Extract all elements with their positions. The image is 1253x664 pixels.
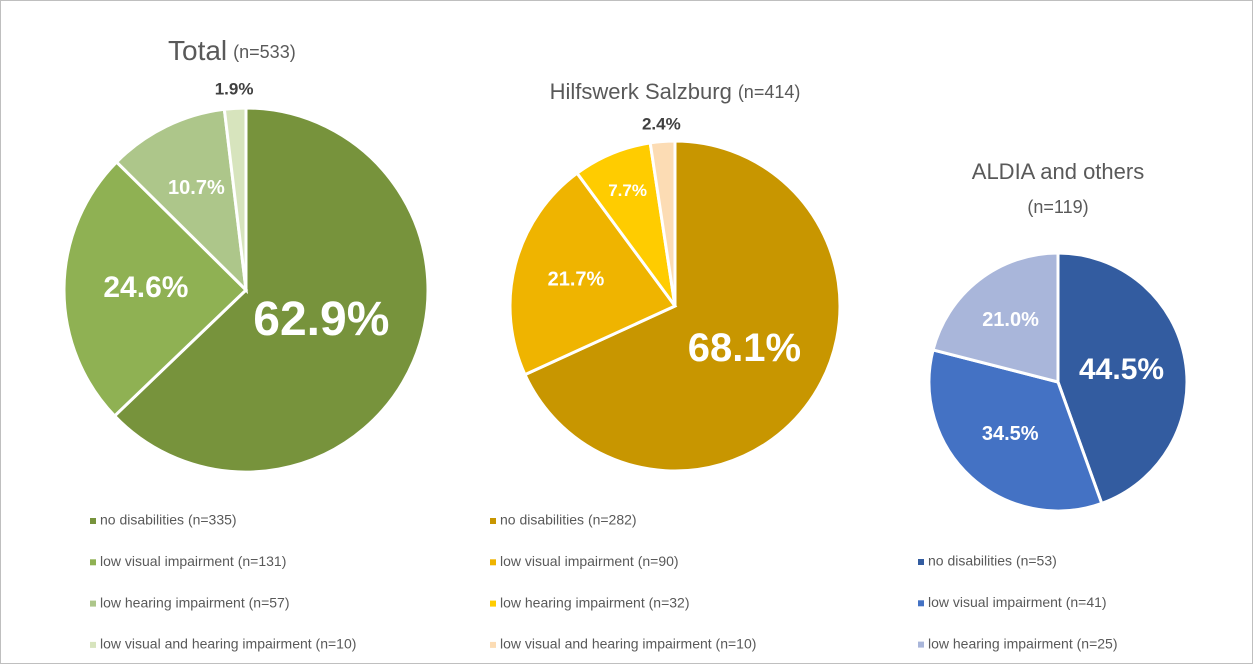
legend-swatch	[918, 641, 924, 648]
legend-label: low hearing impairment (n=32)	[500, 594, 689, 610]
data-label: 1.9%	[215, 80, 254, 99]
pie-slice	[927, 348, 1104, 513]
pie-slice	[114, 107, 249, 295]
data-label: 34.5%	[982, 423, 1039, 445]
legend-label: no disabilities (n=282)	[500, 512, 637, 528]
data-label: 44.5%	[1079, 353, 1164, 386]
data-label: 24.6%	[103, 271, 188, 304]
pie-slice	[522, 139, 842, 473]
legend-label: no disabilities (n=53)	[928, 553, 1057, 569]
pie-slice	[112, 106, 430, 474]
title-sub: (n=533)	[233, 42, 296, 62]
title-main: Total	[168, 35, 227, 66]
data-label: 10.7%	[168, 177, 225, 199]
pie-slice	[931, 251, 1060, 384]
legend-label: low visual and hearing impairment (n=10)	[100, 636, 356, 652]
chart-title: Hilfswerk Salzburg (n=414)	[550, 79, 801, 104]
pie-slice	[648, 139, 677, 307]
pie-slice	[62, 159, 249, 419]
legend-swatch	[90, 600, 96, 607]
legend-swatch	[918, 559, 924, 565]
title-sub: (n=414)	[738, 82, 801, 102]
legend-swatch	[490, 600, 496, 607]
pie-slice	[1056, 251, 1189, 506]
legend-swatch	[90, 518, 96, 524]
data-label: 68.1%	[688, 326, 801, 370]
data-label: 21.0%	[982, 309, 1039, 331]
legend-label: low visual impairment (n=131)	[100, 553, 286, 569]
legend-label: low hearing impairment (n=25)	[928, 635, 1117, 651]
legend-swatch	[90, 559, 96, 566]
pie-slice	[508, 171, 678, 377]
data-label: 62.9%	[253, 293, 389, 346]
title-main: Hilfswerk Salzburg	[550, 79, 732, 104]
legend-label: low visual impairment (n=41)	[928, 594, 1107, 610]
legend-swatch	[490, 559, 496, 566]
legend-swatch	[490, 518, 496, 524]
legend-label: low visual impairment (n=90)	[500, 553, 679, 569]
data-label: 7.7%	[608, 181, 647, 200]
legend-label: low visual and hearing impairment (n=10)	[500, 636, 756, 652]
legend-swatch	[490, 641, 496, 648]
legend-swatch	[90, 641, 96, 648]
data-label: 2.4%	[642, 115, 681, 134]
chart-subtitle: (n=119)	[1027, 197, 1088, 217]
pie-slice	[222, 106, 248, 291]
legend-label: no disabilities (n=335)	[100, 512, 237, 528]
chart-title: Total (n=533)	[168, 35, 296, 66]
data-label: 21.7%	[548, 269, 605, 291]
legend-label: low hearing impairment (n=57)	[100, 594, 289, 610]
legend-swatch	[918, 600, 924, 607]
chart-title: ALDIA and others	[972, 159, 1144, 184]
